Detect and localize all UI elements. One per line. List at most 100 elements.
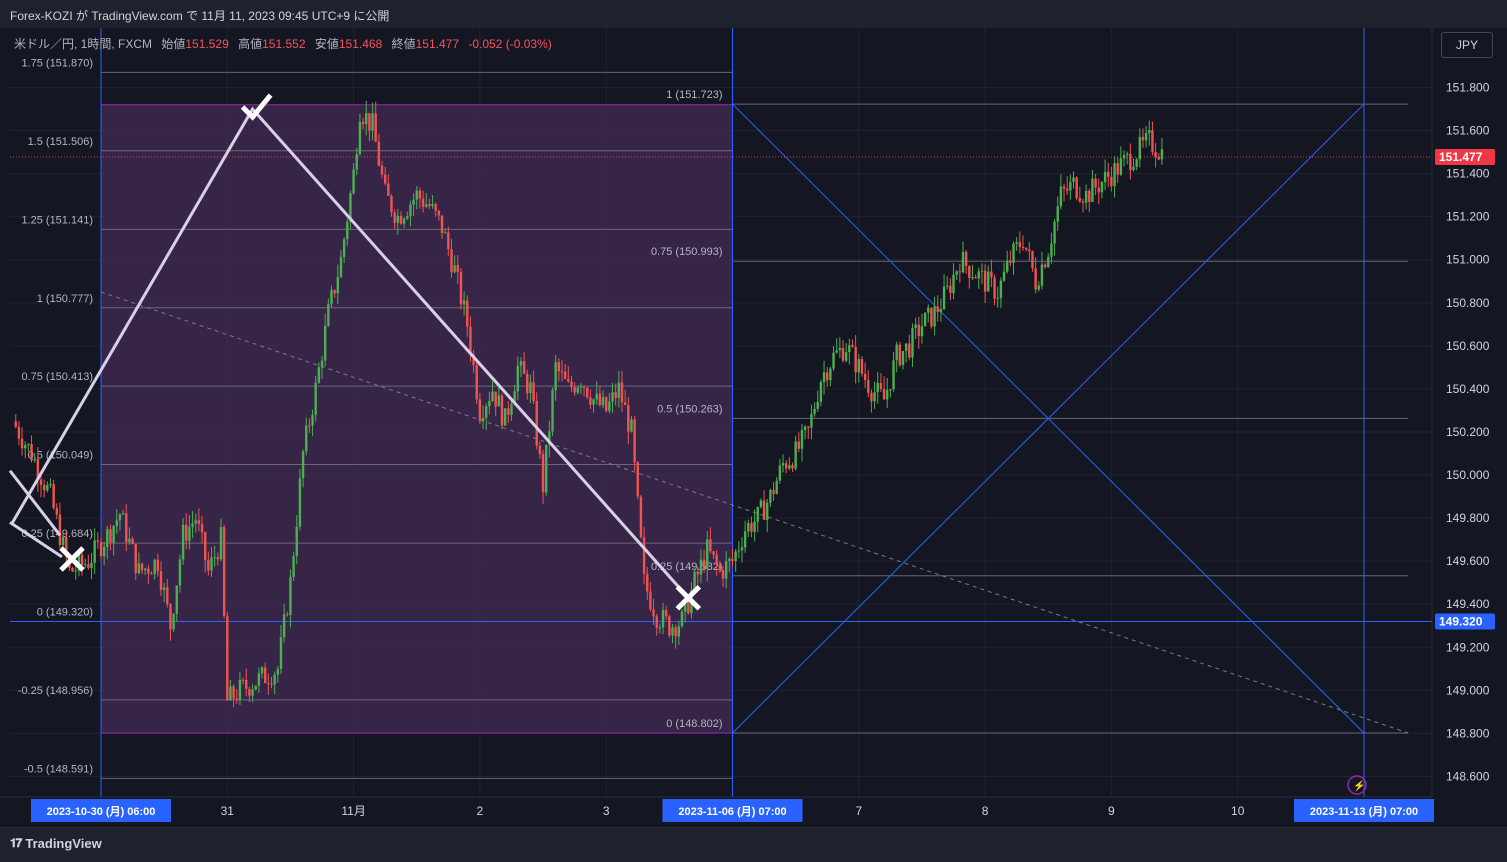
candle-body-down [1028,249,1031,252]
candle-body-up [952,274,955,294]
candle-body-down [197,520,201,525]
candle-body-down [709,539,712,552]
candle-body-up [658,627,662,629]
candle-body-up [106,529,109,547]
candle-body-up [987,271,990,292]
candle-body-up [330,290,333,305]
candle-body-up [630,419,633,432]
candle-body-down [532,382,535,402]
candle-body-up [1103,171,1107,183]
price-axis-tick: 151.200 [1446,210,1490,224]
candle-body-up [816,401,819,409]
candle-body-down [270,683,273,685]
lightning-icon[interactable] [1347,775,1367,795]
candle-body-down [140,563,144,571]
candle-body-down [472,354,475,366]
candle-body-down [582,386,586,388]
fan-line-up [732,103,1365,734]
candle-body-down [459,271,463,305]
candle-body-down [1116,163,1119,175]
candle-body-up [90,562,93,568]
candle-body-down [851,345,854,347]
candle-body-down [390,195,393,213]
candle-body-up [734,551,737,562]
symbol-info[interactable]: 米ドル／円, 1時間, FXCM [14,37,153,51]
candle-body-up [788,465,791,469]
candle-body-down [159,571,163,591]
currency-button[interactable]: JPY [1441,32,1493,58]
x-mark-icon [675,584,702,611]
candle-body-up [955,271,958,275]
candle-body-up [453,265,456,273]
candle-body-down [879,383,883,390]
price-axis-tick: 150.800 [1446,296,1490,310]
candle-body-down [718,564,722,571]
candle-body-down [750,523,753,532]
candle-body-down [42,484,46,491]
price-axis[interactable] [1432,28,1507,797]
candle-body-up [683,599,687,612]
candle-body-up [1053,221,1056,244]
candle-body-up [175,585,178,614]
candle-body-up [740,547,744,551]
candle-body-up [276,669,280,675]
candle-body-down [522,361,526,374]
candle-body-down [125,513,128,543]
open-label: 始値 [161,37,186,51]
brand-name: TradingView [25,836,102,851]
candle-body-down [494,391,497,407]
candle-body-down [39,479,43,485]
candle-body-down [30,444,33,461]
candle-body-up [254,685,257,690]
candle-body-down [380,165,384,175]
candle-body-up [162,587,166,591]
x-mark-icon [59,546,85,572]
candle-body-up [323,325,327,361]
candle-body-up [857,359,860,373]
candle-body-down [930,307,933,327]
candle-body-up [545,444,548,493]
candle-body-up [188,526,191,541]
candle-body-down [623,402,627,406]
candle-body-down [1075,177,1078,199]
candle-body-down [96,540,100,542]
candle-body-up [289,576,292,615]
candle-body-up [601,397,605,406]
brand[interactable]: 𝟏𝟕 TradingView [10,836,102,851]
candle-body-up [194,520,197,524]
candle-body-down [308,425,311,427]
candle-body-down [664,610,668,617]
candle-body-down [620,382,624,403]
candle-body-up [576,387,579,393]
candle-body-up [996,298,999,300]
candle-body-down [668,616,671,636]
candle-body-up [737,550,741,552]
low-value: 151.468 [338,37,383,51]
candle-body-down [248,688,251,696]
candle-body-down [263,667,267,684]
candle-body-up [1015,242,1018,244]
candle-body-up [838,347,842,351]
candle-body-up [611,392,614,402]
candle-body-down [791,465,794,469]
fib-level-label-left: -0.25 (148.956) [18,685,93,697]
candle-body-down [731,558,734,562]
footer-bar: 𝟏𝟕 TradingView [0,827,1507,862]
candle-body-down [983,270,987,292]
candle-body-down [185,524,188,541]
candle-body-up [181,524,185,560]
close-value: 151.477 [415,37,460,51]
candle-body-up [1072,177,1075,182]
candle-body-up [510,404,513,415]
candle-body-up [961,251,965,273]
candle-body-up [292,556,295,577]
fib-level-label-left: 1 (150.777) [37,293,93,305]
symbol-legend: 米ドル／円, 1時間, FXCM 始値151.529 高値151.552 安値1… [14,35,552,52]
swing-line-left-segment [9,521,63,559]
candle-body-up [1050,243,1053,257]
candle-body-down [898,344,902,366]
candle-body-up [1122,155,1126,159]
price-axis-tick: 151.600 [1446,124,1490,138]
candle-body-up [927,307,930,313]
